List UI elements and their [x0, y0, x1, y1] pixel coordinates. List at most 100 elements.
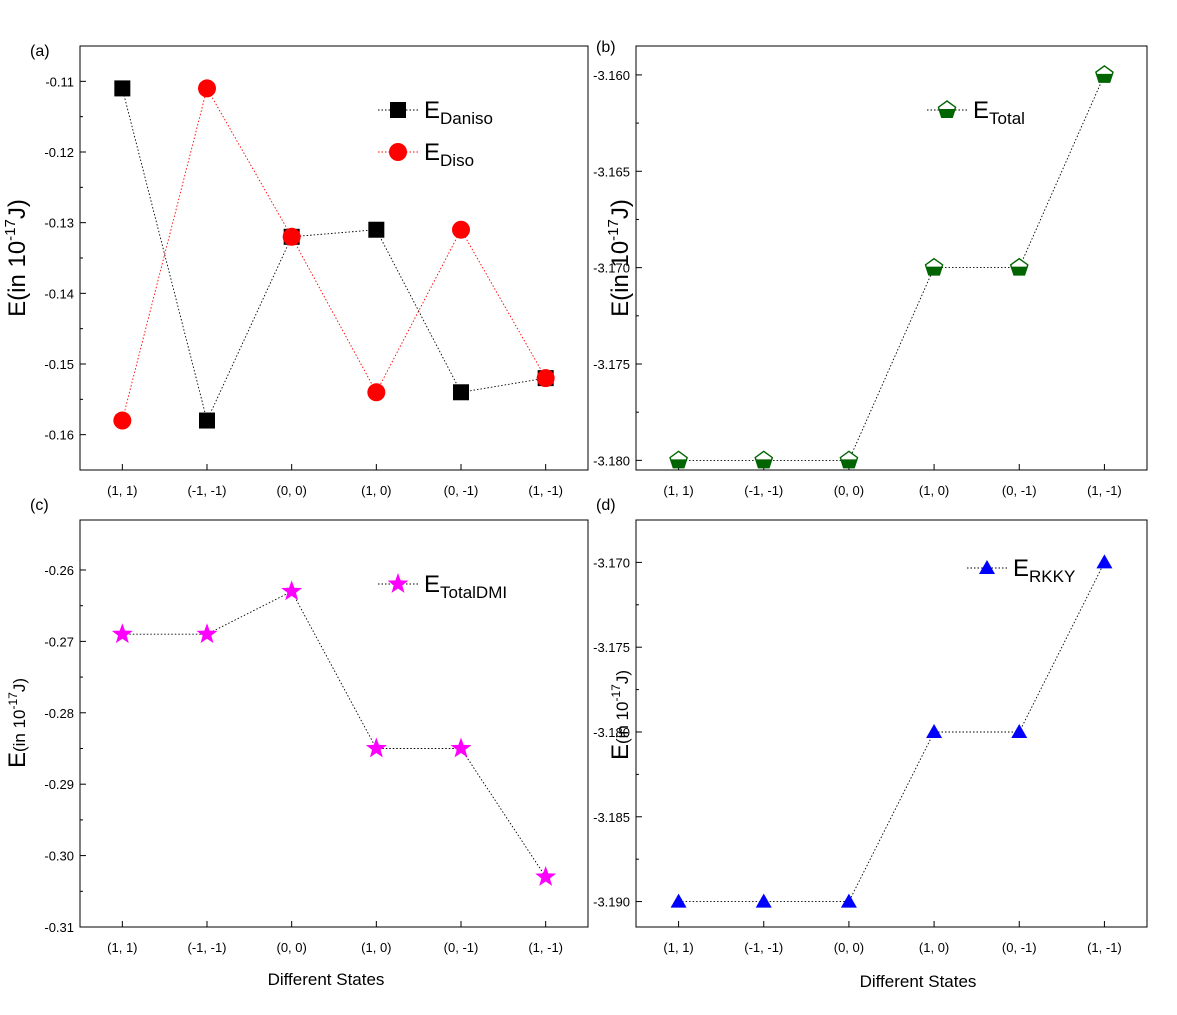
y-title-base: E(in 10: [607, 241, 634, 317]
x-tick-label: (1, 0): [919, 483, 949, 498]
y-tick-label: -0.13: [44, 216, 74, 231]
legend-base: E: [424, 97, 440, 124]
panel-label: (d): [596, 497, 616, 514]
y-tick-label: -3.175: [593, 640, 630, 655]
data-point: [926, 723, 943, 738]
y-tick-label: -3.185: [593, 810, 630, 825]
chart-panel-4: (d) (1, 1) (-1, -1) (0, 0) (1, 0) (0, -1) (1, …: [593, 497, 1148, 991]
x-tick-label: (0, -1): [444, 940, 479, 955]
data-point: [669, 450, 688, 469]
x-tick-label: (1, 0): [361, 483, 391, 498]
y-tick-label: -3.180: [593, 725, 630, 740]
y-tick-label: -0.26: [44, 563, 74, 578]
y-tick-label: -0.15: [44, 357, 74, 372]
y-tick-label: -3.190: [593, 895, 630, 910]
data-point: [535, 866, 557, 886]
legend-base: E: [973, 97, 989, 124]
data-point: [754, 450, 774, 469]
data-point: [452, 220, 470, 239]
y-tick-label: -0.11: [45, 74, 74, 89]
legend-marker: [979, 560, 995, 574]
x-tick-label: (1, 1): [107, 483, 137, 498]
panel-label: (b): [596, 39, 616, 56]
x-axis-title: Different States: [268, 970, 385, 989]
y-tick-label: -0.31: [44, 920, 74, 935]
legend-marker: [389, 143, 407, 161]
y-title-sup: -17: [2, 219, 19, 241]
x-tick-label: (0, 0): [276, 483, 306, 498]
data-point: [840, 893, 857, 908]
y-title-base: E(in 10: [4, 241, 31, 317]
x-tick-label: (1, -1): [1087, 940, 1122, 955]
data-point: [839, 450, 859, 469]
legend-base: E: [424, 139, 440, 166]
y-title-tail: J): [4, 199, 31, 219]
x-tick-label: (0, -1): [1002, 483, 1037, 498]
y-tick-label: -0.28: [44, 706, 74, 721]
panel-label: (a): [30, 43, 50, 60]
data-point: [111, 623, 133, 644]
legend-label: EDaniso: [424, 97, 493, 128]
x-tick-label: (-1, -1): [188, 483, 227, 498]
y-title-tail: J): [10, 678, 29, 692]
y-title-base: E: [4, 752, 31, 768]
y-tick-label: -3.170: [593, 261, 630, 276]
x-tick-label: (-1, -1): [744, 940, 783, 955]
data-point: [365, 737, 387, 758]
legend-marker: [937, 100, 957, 118]
y-tick-label: -0.29: [44, 777, 74, 792]
y-title-sup: -17: [605, 219, 622, 241]
data-point: [453, 384, 469, 401]
series-line: [678, 74, 1105, 461]
y-title-small: (in 10: [10, 709, 29, 752]
y-tick-label: -0.16: [44, 428, 74, 443]
chart-panel-3: (c) (1, 1) (-1, -1) (0, 0) (1, 0) (0, -1) (1, …: [4, 497, 589, 989]
x-tick-label: (1, -1): [528, 940, 563, 955]
data-point: [368, 221, 385, 238]
y-axis-title: E(in 10-17J): [605, 199, 634, 317]
legend-label: ERKKY: [1013, 555, 1075, 586]
x-tick-label: (0, 0): [834, 483, 864, 498]
y-tick-label: -3.165: [593, 164, 630, 179]
y-axis-title: E(in 10-17J): [607, 670, 634, 760]
y-axis-title: E(in 10-17J): [4, 678, 31, 768]
legend-marker: [387, 573, 409, 593]
x-tick-label: (0, -1): [1002, 940, 1037, 955]
legend-sub: TotalDMI: [440, 583, 507, 602]
series-line: [121, 88, 546, 422]
legend-sub: Total: [989, 109, 1025, 128]
legend-sub: Daniso: [440, 109, 493, 128]
y-title-sup: -17: [6, 692, 20, 710]
data-point: [281, 580, 303, 601]
y-tick-label: -3.160: [593, 68, 630, 83]
x-tick-label: (1, 1): [663, 483, 693, 498]
data-point: [755, 893, 772, 908]
series-line: [121, 87, 547, 421]
data-point: [199, 412, 215, 429]
data-point: [924, 257, 944, 276]
plot-frame: [635, 519, 1148, 928]
data-point: [1096, 554, 1113, 569]
legend-label: EDiso: [424, 139, 474, 170]
chart-panel-2: (b) (1, 1) (-1, -1) (0, 0) (1, 0) (0, -1) (1, …: [593, 39, 1148, 498]
series-line: [678, 562, 1105, 903]
legend-base: E: [1013, 555, 1029, 582]
x-axis-title: Different States: [860, 972, 977, 991]
y-title-tail: J): [607, 199, 634, 219]
panel-label: (c): [30, 497, 49, 514]
plot-frame: [635, 45, 1148, 471]
legend-sub: RKKY: [1029, 567, 1075, 586]
data-point: [536, 369, 555, 388]
data-point: [114, 80, 131, 97]
data-point: [282, 227, 301, 246]
data-point: [367, 383, 386, 402]
x-tick-label: (0, -1): [444, 483, 479, 498]
y-tick-label: -3.170: [593, 555, 630, 570]
legend-label: ETotalDMI: [424, 571, 507, 602]
y-tick-label: -0.14: [44, 286, 74, 301]
x-tick-label: (1, -1): [528, 483, 563, 498]
legend-sub: Diso: [440, 151, 474, 170]
series-line: [122, 590, 547, 878]
legend-base: E: [424, 571, 440, 598]
